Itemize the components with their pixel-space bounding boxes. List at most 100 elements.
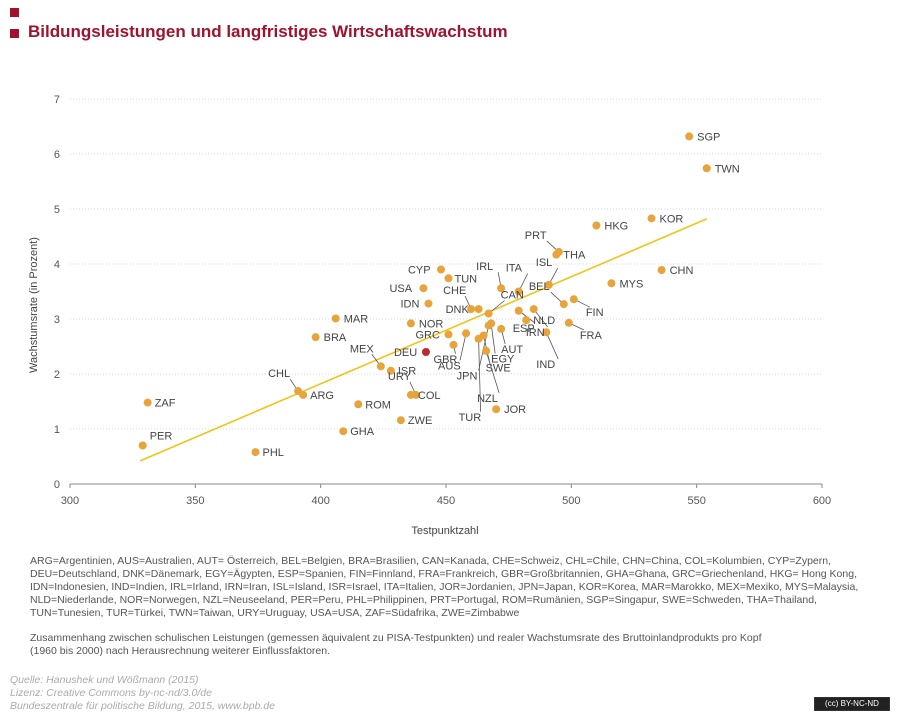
point-label-gbr: GBR — [434, 354, 458, 366]
data-point-esp — [514, 306, 523, 315]
data-point-arg — [299, 390, 308, 399]
chart-title: Bildungsleistungen und langfristiges Wir… — [28, 22, 508, 41]
point-label-esp: ESP — [513, 323, 535, 335]
point-label-can: CAN — [501, 290, 524, 302]
y-tick-label: 4 — [54, 259, 60, 271]
point-label-tun: TUN — [455, 273, 478, 285]
data-point-col — [406, 390, 415, 399]
y-tick-label: 0 — [54, 479, 60, 491]
point-label-arg: ARG — [310, 390, 334, 402]
data-point-jor — [492, 405, 501, 414]
point-label-irl: IRL — [476, 261, 493, 273]
data-point-nld — [522, 316, 531, 325]
data-point-nzl — [482, 346, 491, 355]
point-label-swe: SWE — [486, 363, 511, 375]
data-point-nor — [406, 319, 415, 328]
point-label-tur: TUR — [459, 412, 482, 424]
point-label-che: CHE — [443, 285, 466, 297]
point-label-bra: BRA — [324, 332, 347, 344]
y-tick-label: 3 — [54, 314, 60, 326]
point-label-kor: KOR — [660, 213, 684, 225]
data-point-mar — [331, 314, 340, 323]
leader-ind — [545, 332, 559, 360]
point-label-nor: NOR — [419, 318, 444, 330]
data-point-cyp — [436, 265, 445, 274]
data-point-jpn — [484, 321, 493, 330]
data-point-per — [138, 441, 147, 450]
point-label-dnk: DNK — [446, 304, 470, 316]
point-label-twn: TWN — [715, 163, 740, 175]
point-label-mys: MYS — [619, 278, 643, 290]
data-point-dnk — [474, 305, 483, 314]
data-point-rom — [354, 400, 363, 409]
x-axis-label: Testpunktzahl — [411, 525, 478, 537]
point-label-usa: USA — [389, 283, 412, 295]
footer: Quelle: Hanushek und Wößmann (2015) Lize… — [10, 674, 275, 713]
data-point-mex — [376, 362, 385, 371]
data-point-gha — [339, 427, 348, 436]
data-point-bel — [559, 300, 568, 309]
data-point-tun — [444, 274, 453, 283]
title-marker-top — [10, 8, 19, 17]
point-label-gha: GHA — [350, 426, 375, 438]
scatter-chart: 0 1 2 3 4 5 6 7 300 350 400 450 500 550 600 SGP TWN KOR H… — [28, 94, 831, 537]
point-label-ind: IND — [536, 359, 555, 371]
data-point-twn — [702, 164, 711, 173]
y-axis-label: Wachstumsrate (in Prozent) — [28, 237, 40, 373]
data-point-prt — [554, 247, 563, 256]
point-label-rom: ROM — [365, 399, 391, 411]
point-label-per: PER — [150, 431, 173, 443]
leader-aus — [459, 333, 467, 361]
point-label-jpn: JPN — [457, 371, 478, 383]
country-code-legend: ARG=Argentinien, AUS=Australien, AUT= Ös… — [30, 555, 859, 619]
point-label-aus: AUS — [438, 360, 461, 372]
point-label-isl: ISL — [536, 257, 553, 269]
x-tick-label: 350 — [186, 495, 204, 507]
data-point-hkg — [592, 221, 601, 230]
cc-license-icon[interactable]: (cc) BY-NC-ND — [814, 697, 890, 711]
title-marker — [10, 29, 19, 38]
point-label-isr: ISR — [398, 366, 416, 378]
point-label-irn: IRN — [526, 327, 545, 339]
point-label-fra: FRA — [580, 330, 603, 342]
point-label-bel: BEL — [529, 281, 550, 293]
data-point-deu — [421, 348, 430, 356]
data-point-ind — [542, 328, 551, 337]
data-point-sgp — [685, 132, 694, 141]
point-label-phl: PHL — [262, 447, 283, 459]
data-point-aus — [462, 329, 471, 338]
y-tick-label: 6 — [54, 149, 60, 161]
license-link[interactable]: Lizenz: Creative Commons by-nc-nd/3.0/de — [10, 687, 212, 699]
point-label-ita: ITA — [506, 263, 523, 275]
point-label-zwe: ZWE — [408, 415, 432, 427]
trendline — [139, 218, 708, 462]
point-label-tha: THA — [563, 250, 586, 262]
data-point-zaf — [143, 398, 152, 407]
point-label-zaf: ZAF — [155, 398, 176, 410]
data-point-grc — [444, 330, 453, 339]
data-point-chn — [657, 266, 666, 275]
point-label-ury: URY — [388, 371, 412, 383]
point-label-egy: EGY — [491, 353, 515, 365]
x-tick-label: 500 — [562, 495, 580, 507]
axes: 0 1 2 3 4 5 6 7 300 350 400 450 500 550 600 — [54, 94, 831, 507]
point-label-sgp: SGP — [697, 131, 720, 143]
data-point-aut — [497, 324, 506, 333]
point-label-chl: CHL — [268, 368, 290, 380]
point-label-nzl: NZL — [477, 393, 498, 405]
data-point-irl — [497, 284, 506, 293]
y-tick-label: 2 — [54, 369, 60, 381]
source-text: Quelle: Hanushek und Wößmann (2015) — [10, 674, 199, 686]
data-point-isr — [386, 366, 395, 375]
data-point-isl — [544, 280, 553, 289]
point-label-nld: NLD — [533, 315, 555, 327]
data-point-gbr — [449, 340, 458, 349]
leader-nzl — [485, 350, 500, 394]
data-point-bra — [311, 333, 320, 342]
data-point-irn — [529, 305, 538, 314]
point-label-deu: DEU — [394, 347, 417, 359]
grid — [70, 98, 822, 430]
data-point-phl — [251, 448, 260, 457]
data-point-mys — [607, 279, 616, 288]
